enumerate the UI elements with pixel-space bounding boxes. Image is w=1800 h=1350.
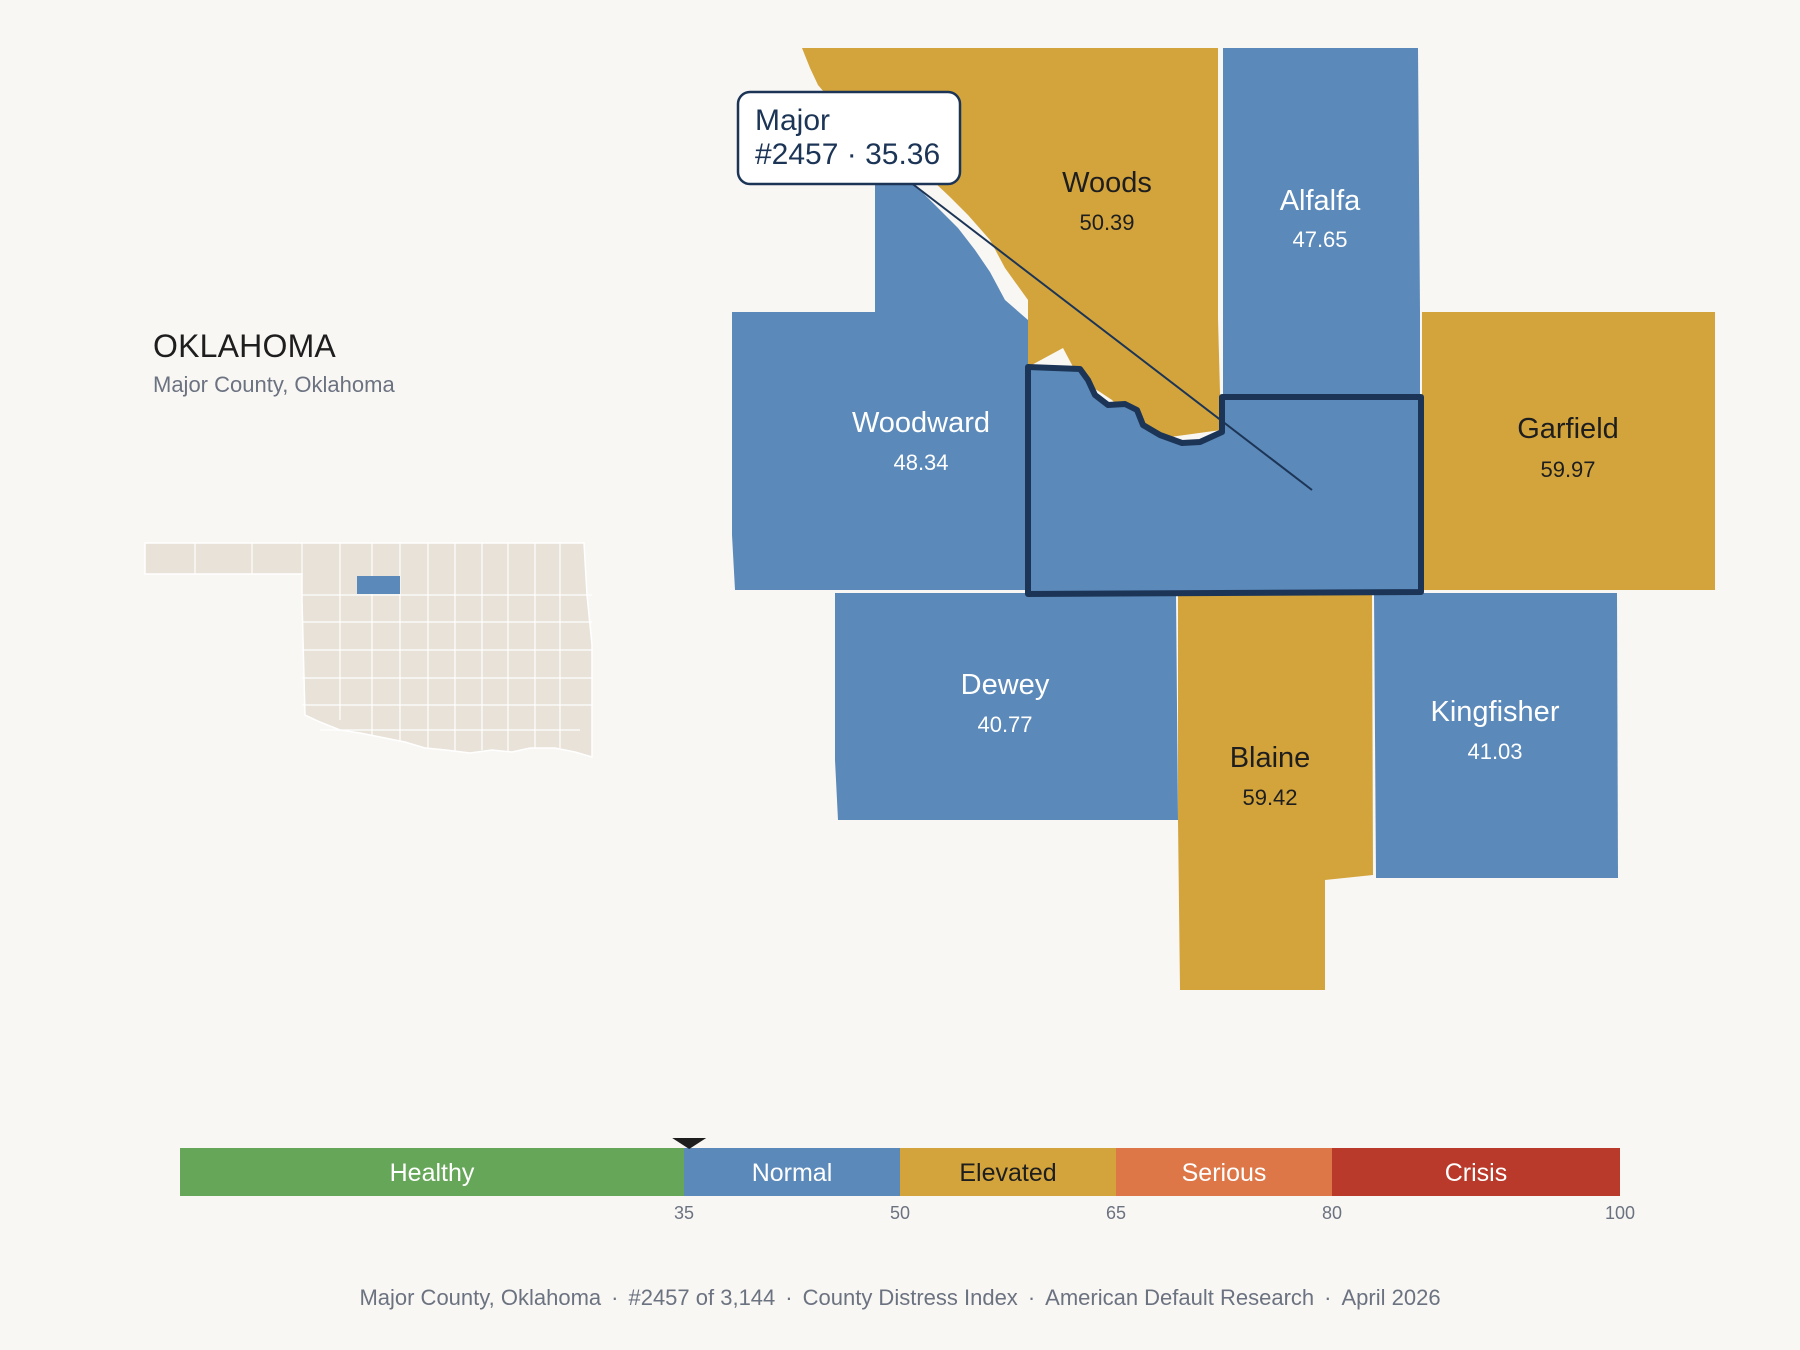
scale-band-elevated xyxy=(900,1148,1116,1196)
tooltip-box xyxy=(736,90,962,186)
county-alfalfa[interactable] xyxy=(1223,48,1420,397)
inset-highlight-major xyxy=(357,576,400,594)
county-label-kingfisher: Kingfisher xyxy=(1431,696,1560,728)
scale-tick-label: 65 xyxy=(1106,1203,1126,1223)
county-label-garfield: Garfield xyxy=(1517,413,1619,445)
county-label-blaine: Blaine xyxy=(1230,742,1311,774)
county-value-woods: 50.39 xyxy=(1079,210,1134,235)
county-label-dewey: Dewey xyxy=(961,669,1050,701)
county-labels: Woods 50.39 Alfalfa 47.65 Woodward 48.34… xyxy=(852,167,1619,810)
county-woodward[interactable] xyxy=(732,158,1028,590)
county-label-woods: Woods xyxy=(1062,167,1152,199)
scale-tick-label: 80 xyxy=(1322,1203,1342,1223)
county-value-kingfisher: 41.03 xyxy=(1467,739,1522,764)
footer-rank: #2457 of 3,144 xyxy=(628,1285,776,1310)
county-value-garfield: 59.97 xyxy=(1540,457,1595,482)
tooltip-detail: #2457 · 35.36 xyxy=(755,138,940,171)
inset-map xyxy=(144,542,593,759)
scale-label-normal: Normal xyxy=(752,1159,833,1187)
scale-band-crisis xyxy=(1332,1148,1620,1196)
scale-band-normal xyxy=(684,1148,900,1196)
tooltip-callout: Major #2457 · 35.36 xyxy=(736,90,1313,491)
scale-band-serious xyxy=(1116,1148,1332,1196)
scale-label-serious: Serious xyxy=(1182,1159,1267,1187)
tooltip-county: Major xyxy=(755,104,830,137)
county-label-alfalfa: Alfalfa xyxy=(1280,185,1361,217)
state-title: OKLAHOMA xyxy=(153,328,336,364)
county-value-alfalfa: 47.65 xyxy=(1292,227,1347,252)
scale-marker-icon xyxy=(672,1138,707,1149)
scale-tick-label: 35 xyxy=(674,1203,694,1223)
footer-index: County Distress Index xyxy=(802,1285,1018,1310)
distress-scale: Healthy Normal Elevated Serious Crisis 35 50 65… xyxy=(180,1138,1635,1223)
scale-label-healthy: Healthy xyxy=(390,1159,475,1187)
county-major[interactable] xyxy=(1025,364,1424,597)
footer-date: April 2026 xyxy=(1341,1285,1441,1310)
scale-label-crisis: Crisis xyxy=(1445,1159,1508,1187)
county-label-woodward: Woodward xyxy=(852,407,990,439)
scale-label-elevated: Elevated xyxy=(959,1159,1056,1187)
scale-tick-label: 100 xyxy=(1605,1203,1635,1223)
county-blaine[interactable] xyxy=(1178,593,1373,990)
scale-tick-label: 50 xyxy=(890,1203,910,1223)
county-value-blaine: 59.42 xyxy=(1242,785,1297,810)
footer-separator: · xyxy=(785,1285,793,1310)
county-garfield[interactable] xyxy=(1422,312,1715,590)
tooltip-leader-line xyxy=(909,181,1313,491)
state-subtitle: Major County, Oklahoma xyxy=(153,372,395,397)
inset-county-lines xyxy=(194,543,592,752)
footer-separator: · xyxy=(1027,1285,1036,1310)
footer-separator: · xyxy=(1324,1285,1332,1310)
footer-location: Major County, Oklahoma xyxy=(359,1285,602,1310)
county-map xyxy=(732,48,1715,990)
county-kingfisher[interactable] xyxy=(1374,593,1618,878)
county-value-dewey: 40.77 xyxy=(977,712,1032,737)
footer-source: American Default Research xyxy=(1045,1285,1315,1310)
county-value-woodward: 48.34 xyxy=(893,450,948,475)
county-dewey[interactable] xyxy=(835,593,1178,820)
footer: Major County, Oklahoma · #2457 of 3,144 · Co… xyxy=(0,1285,1800,1311)
footer-separator: · xyxy=(611,1285,619,1310)
scale-band-healthy xyxy=(180,1148,684,1196)
